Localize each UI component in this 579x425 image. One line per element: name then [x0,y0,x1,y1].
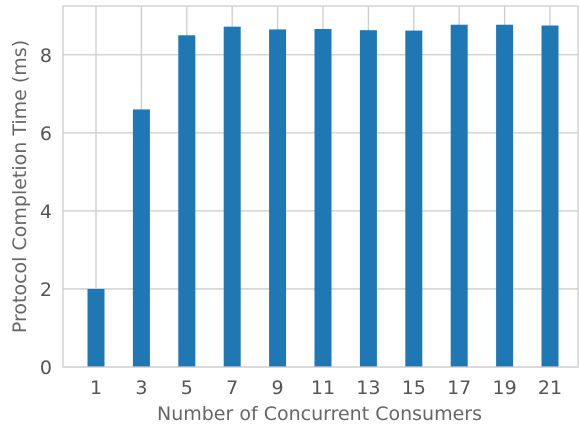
bar [314,29,332,368]
bars [87,24,559,368]
bar [450,24,468,368]
bar [496,24,514,368]
x-tick-label: 5 [181,377,193,399]
x-tick-label: 13 [356,377,380,399]
bar [405,30,423,367]
bar [359,30,377,368]
axes-frame [62,5,579,368]
x-tick-label: 21 [538,377,562,399]
bar [132,109,150,367]
bar [87,288,105,367]
y-tick-label: 2 [40,279,52,301]
x-tick-label: 3 [135,377,147,399]
y-tick-label: 0 [40,357,52,379]
y-tick-label: 6 [40,123,52,145]
x-tick-label: 7 [226,377,238,399]
x-tick-label: 17 [447,377,471,399]
bar [178,35,196,368]
x-tick-label: 9 [272,377,284,399]
x-axis-label: Number of Concurrent Consumers [157,403,482,425]
x-tick-labels: 1 3 5 7 9 11 13 15 17 19 21 [90,377,562,399]
plot-frame [62,5,579,368]
x-tick-label: 19 [493,377,517,399]
bar [223,26,241,367]
y-tick-label: 8 [40,45,52,67]
y-axis-label: Protocol Completion Time (ms) [9,40,31,333]
bar [269,29,287,367]
bar [541,25,559,367]
y-tick-labels: 0 2 4 6 8 [40,45,52,379]
x-tick-label: 1 [90,377,102,399]
x-tick-label: 15 [402,377,426,399]
y-tick-label: 4 [40,201,52,223]
x-tick-label: 11 [311,377,335,399]
